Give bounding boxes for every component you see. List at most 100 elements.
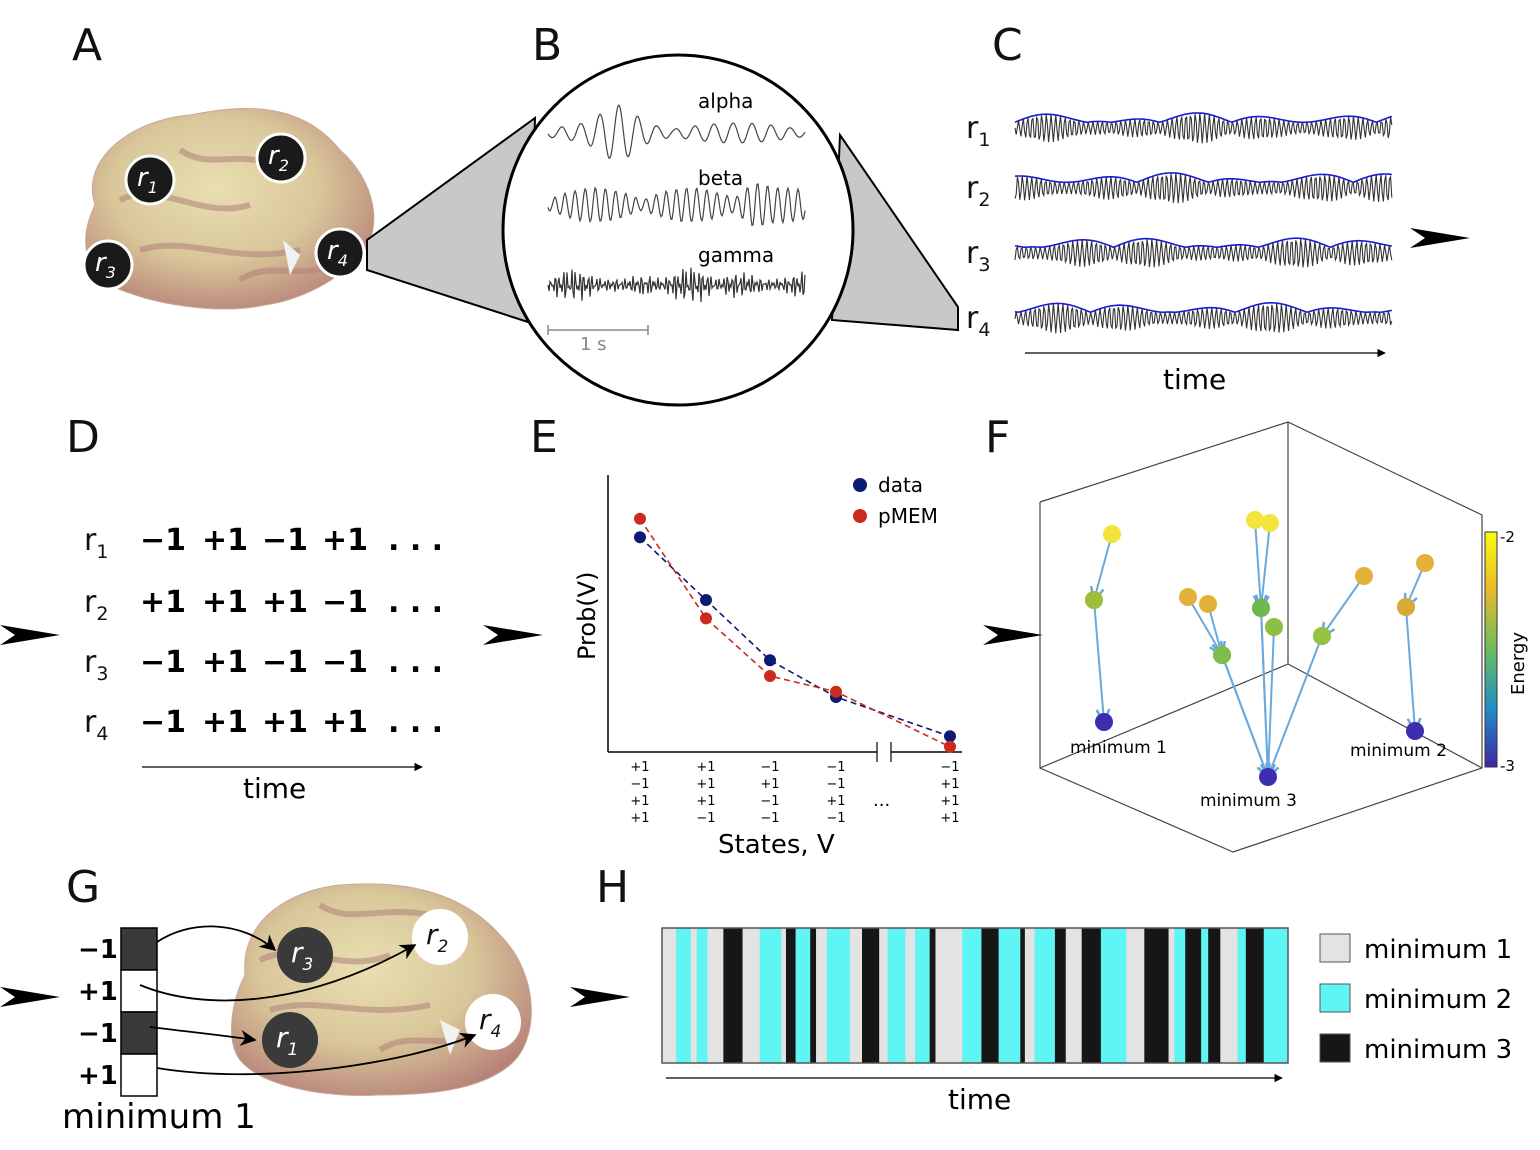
binary-value: −1 bbox=[262, 523, 308, 558]
region-label-a: r2 bbox=[268, 141, 289, 175]
panel-label-f: F bbox=[985, 412, 1011, 463]
state-stripe bbox=[781, 928, 787, 1063]
region-label-g: r2 bbox=[426, 918, 448, 957]
state-stripe bbox=[1088, 928, 1102, 1063]
flow-arrow-f-in bbox=[983, 625, 1043, 645]
energy-colorbar bbox=[1484, 531, 1498, 768]
region-marker-g bbox=[262, 1012, 318, 1068]
gamma-wave bbox=[547, 267, 806, 303]
zoom-circle bbox=[501, 53, 855, 407]
descent-arrow bbox=[1093, 599, 1104, 722]
minimum-1-label: minimum 1 bbox=[1070, 738, 1167, 758]
state-stripe bbox=[998, 928, 1008, 1063]
row-label-d: r4 bbox=[84, 705, 108, 745]
scale-bar-label: 1 s bbox=[580, 334, 607, 355]
state-cell-value: −1 bbox=[78, 1019, 118, 1049]
data-point-pMEM bbox=[830, 685, 842, 698]
binary-value: +1 bbox=[202, 523, 248, 558]
state-tick-label: +1 bbox=[696, 760, 715, 775]
band-label-alpha: alpha bbox=[698, 89, 753, 113]
state-stripe bbox=[785, 928, 796, 1063]
colorbar-max: -2 bbox=[1500, 528, 1515, 546]
state-tick-label: +1 bbox=[760, 777, 779, 792]
state-tick-label: −1 bbox=[630, 777, 649, 792]
legend-swatch bbox=[1319, 1033, 1351, 1063]
row-ellipsis: . . . bbox=[388, 645, 443, 680]
flow-arrow-g-in bbox=[0, 987, 60, 1007]
signal-envelope bbox=[1014, 172, 1392, 184]
state-stripe bbox=[1220, 928, 1238, 1063]
state-node bbox=[1199, 595, 1217, 613]
state-stripe bbox=[1263, 928, 1274, 1063]
region-marker-a bbox=[124, 154, 176, 206]
descent-arrow bbox=[1322, 575, 1365, 636]
data-point-pMEM bbox=[634, 512, 646, 525]
panel-label-e: E bbox=[530, 412, 558, 463]
state-stripe bbox=[962, 928, 970, 1063]
state-tick-label: +1 bbox=[696, 777, 715, 792]
beta-wave bbox=[547, 183, 806, 227]
region-label-a: r3 bbox=[95, 248, 116, 282]
signal-trace bbox=[1014, 302, 1393, 334]
legend-label: minimum 3 bbox=[1364, 1035, 1512, 1065]
state-tick-label: +1 bbox=[940, 777, 959, 792]
state-stripe bbox=[1006, 928, 1021, 1063]
panel-b: alpha beta gamma 1 s bbox=[366, 53, 959, 407]
state-cell bbox=[120, 969, 158, 1013]
minimum-node-3 bbox=[1259, 768, 1277, 786]
binary-value: +1 bbox=[202, 585, 248, 620]
chart-y-label: Prob(V) bbox=[573, 572, 601, 660]
descent-arrow bbox=[1221, 654, 1268, 777]
flow-arrow-c bbox=[1410, 228, 1470, 248]
state-stripe bbox=[810, 928, 817, 1063]
signal-envelope bbox=[1014, 237, 1392, 249]
state-mapping-arrows bbox=[139, 925, 477, 1076]
binary-value: +1 bbox=[202, 645, 248, 680]
state-stripe bbox=[768, 928, 782, 1063]
state-tick-label: −1 bbox=[696, 811, 715, 826]
signal-trace bbox=[1014, 172, 1393, 204]
state-stripe bbox=[795, 928, 811, 1063]
legend-label-data: data bbox=[878, 473, 923, 497]
data-point-data bbox=[944, 730, 956, 743]
state-stripe bbox=[730, 928, 743, 1063]
state-node bbox=[1103, 525, 1121, 543]
row-label-d: r2 bbox=[84, 585, 108, 625]
signal-trace bbox=[1014, 112, 1393, 144]
state-stripe bbox=[690, 928, 697, 1063]
data-point-pMEM bbox=[944, 740, 956, 753]
state-stripe bbox=[905, 928, 916, 1063]
panel-label-h: H bbox=[596, 862, 630, 913]
state-stripe bbox=[849, 928, 863, 1063]
band-label-beta: beta bbox=[698, 166, 743, 190]
state-stripe bbox=[1208, 928, 1221, 1063]
legend-label: minimum 2 bbox=[1364, 985, 1512, 1015]
region-label-g: r4 bbox=[479, 1003, 501, 1042]
minimum-node-2 bbox=[1406, 722, 1424, 740]
region-marker-a bbox=[82, 239, 134, 291]
state-stripe bbox=[1144, 928, 1155, 1063]
state-tick-label: −1 bbox=[760, 760, 779, 775]
binary-value: −1 bbox=[140, 523, 186, 558]
chart-x-label: States, V bbox=[718, 830, 835, 860]
descent-arrow bbox=[1255, 519, 1261, 608]
panel-label-c: C bbox=[992, 20, 1023, 71]
panel-c: r1 r2 r3 r4 time bbox=[966, 111, 1470, 396]
state-stripe bbox=[1201, 928, 1209, 1063]
state-stripe bbox=[1054, 928, 1067, 1063]
descent-arrow bbox=[1268, 626, 1274, 777]
state-tick-label: −1 bbox=[760, 794, 779, 809]
state-caption: minimum 1 bbox=[62, 1097, 256, 1137]
brain-a-folds bbox=[118, 147, 332, 283]
state-stripe bbox=[826, 928, 844, 1063]
state-stripe bbox=[1034, 928, 1050, 1063]
binary-value: −1 bbox=[140, 705, 186, 740]
state-cell bbox=[120, 927, 158, 971]
panel-label-g: G bbox=[66, 862, 101, 913]
binary-value: −1 bbox=[262, 645, 308, 680]
state-stripe bbox=[946, 928, 963, 1063]
panel-f: minimum 1 minimum 2 minimum 3 -2 -3 Ener… bbox=[983, 421, 1529, 853]
series-line-data bbox=[639, 536, 951, 738]
binary-value: −1 bbox=[322, 585, 368, 620]
